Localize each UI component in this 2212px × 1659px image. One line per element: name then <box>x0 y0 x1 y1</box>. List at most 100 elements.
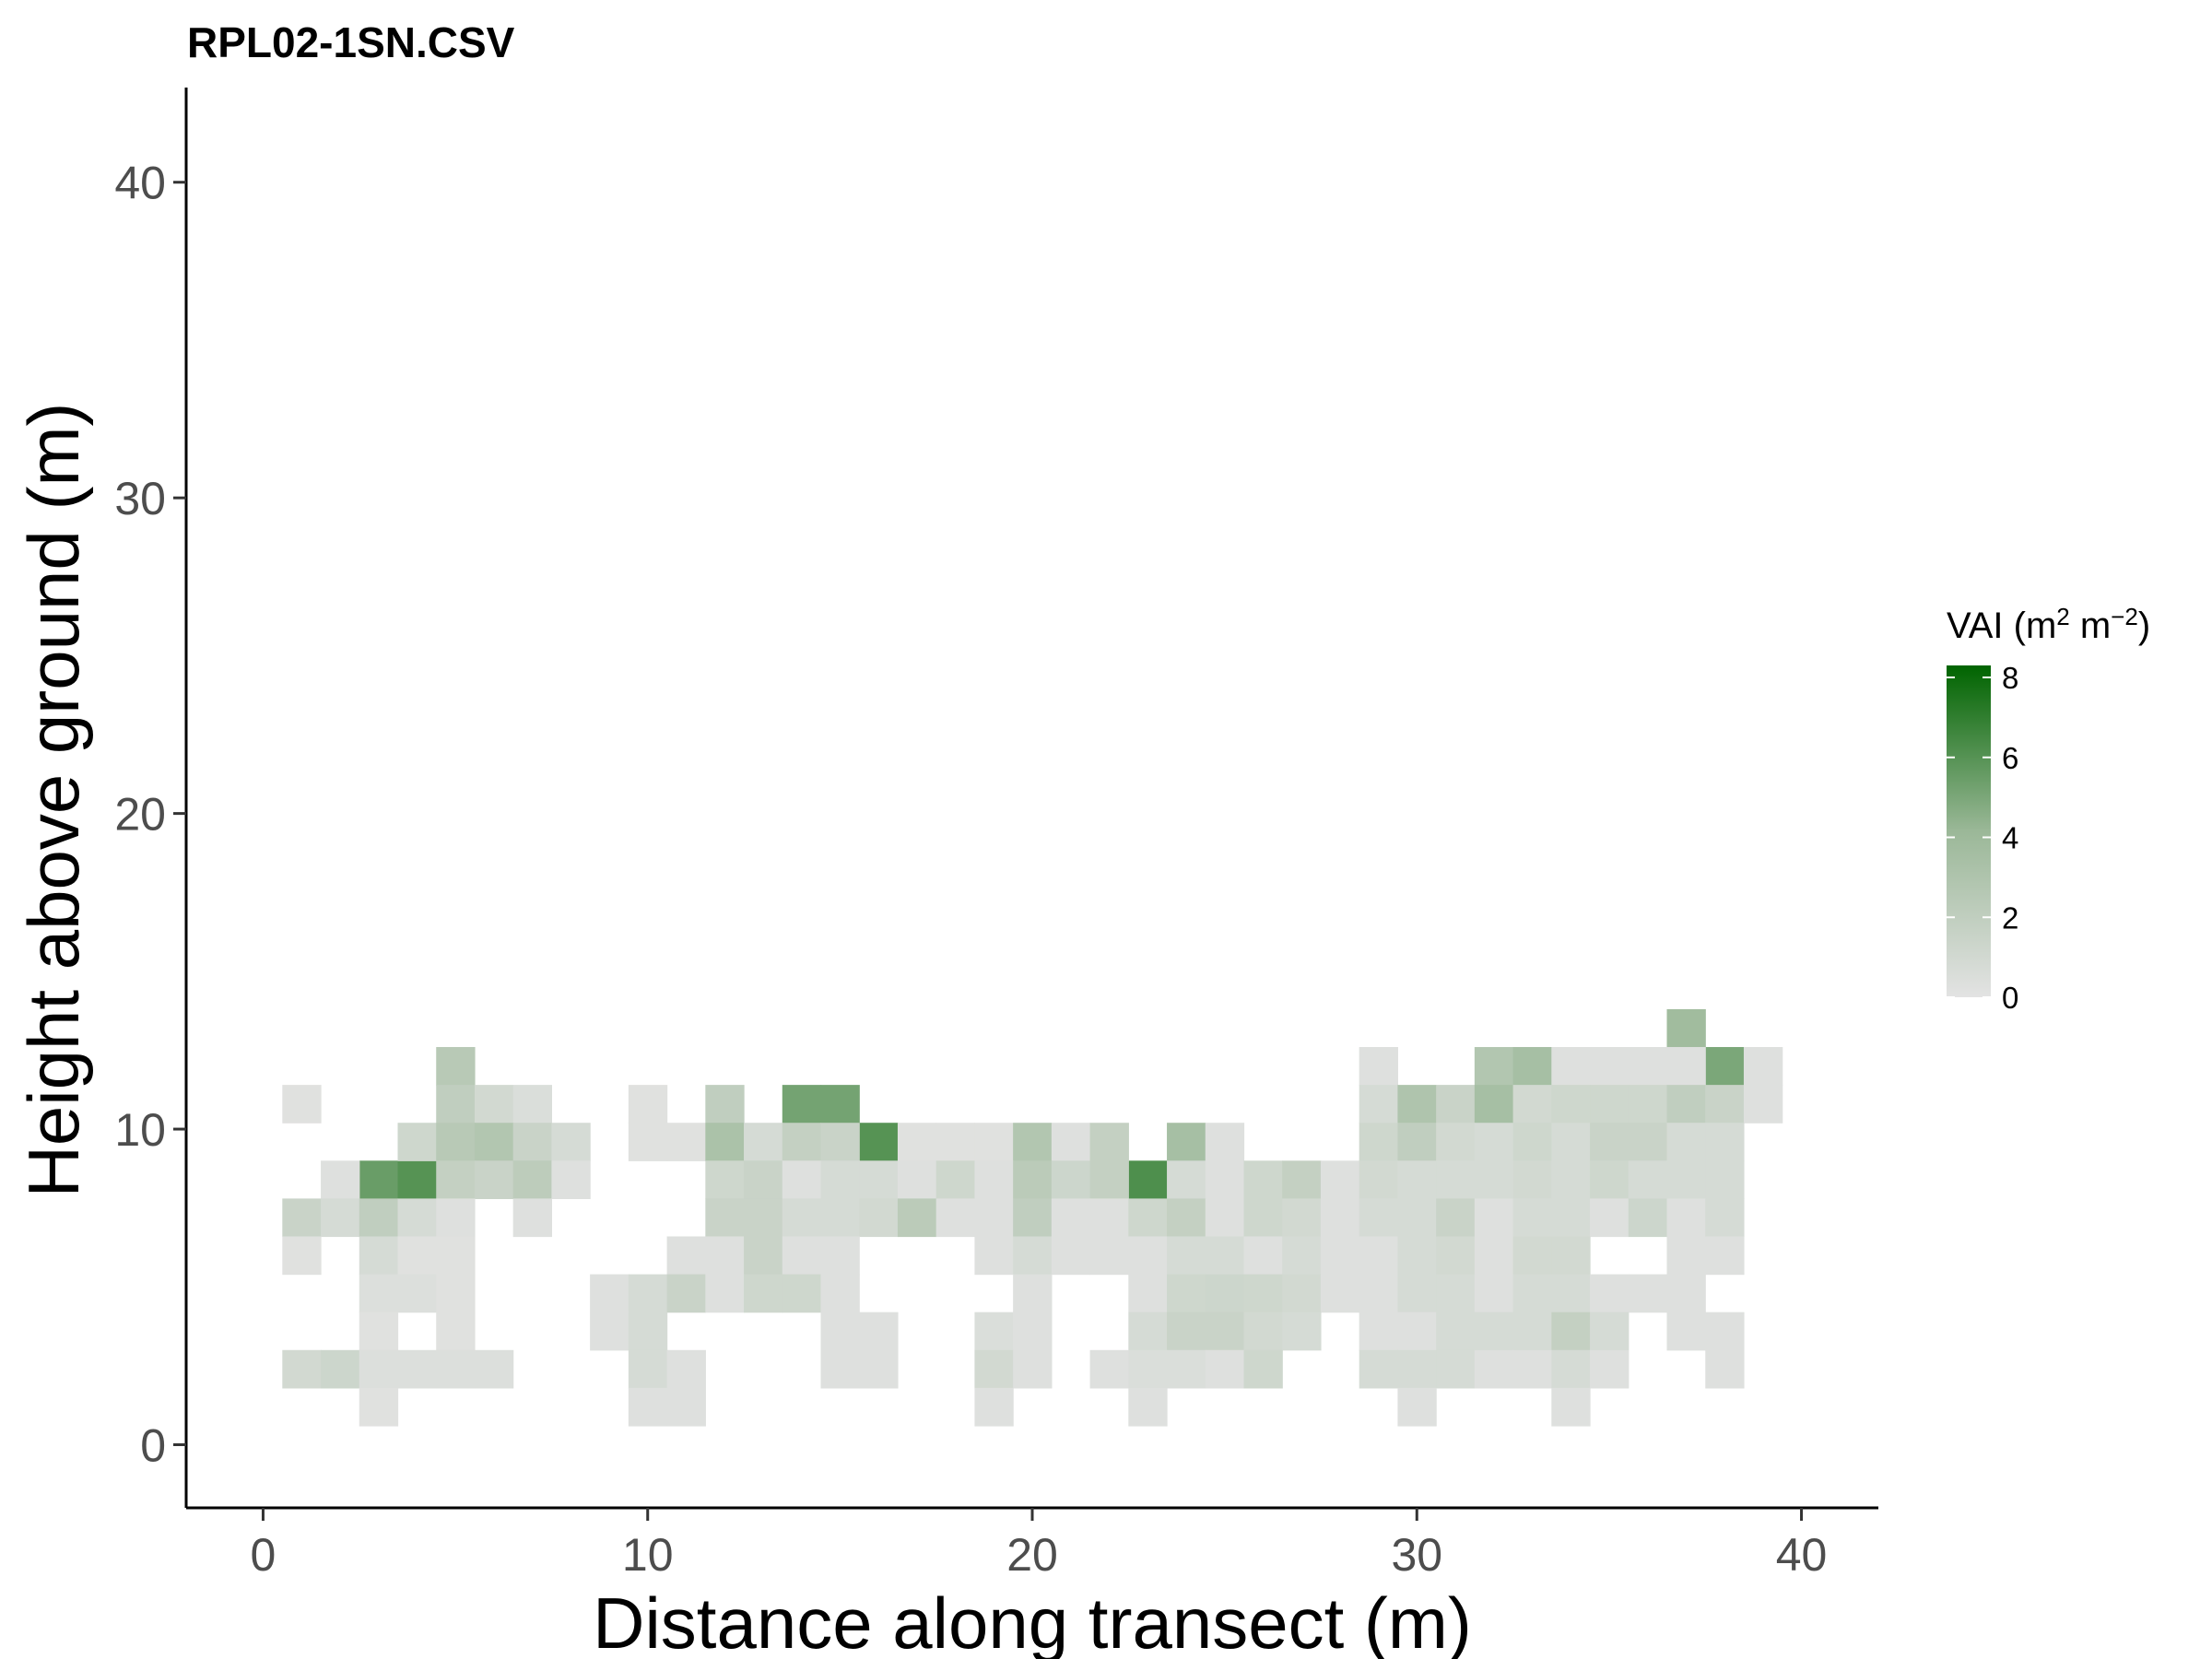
heatmap-cell <box>1590 1047 1630 1086</box>
heatmap-cell <box>782 1160 822 1199</box>
heatmap-cell <box>321 1198 360 1238</box>
heatmap-cell <box>974 1387 1014 1427</box>
heatmap-cell <box>1320 1236 1360 1276</box>
heatmap-cell <box>1551 1047 1591 1086</box>
heatmap-cell <box>1359 1198 1399 1238</box>
heatmap-cell <box>820 1236 860 1276</box>
heatmap-cell <box>282 1349 322 1389</box>
heatmap-cell <box>782 1198 822 1238</box>
heatmap-cell <box>397 1349 437 1389</box>
heatmap-cell <box>1359 1047 1399 1086</box>
heatmap-cell <box>1512 1198 1552 1238</box>
heatmap-cell <box>1013 1198 1053 1238</box>
heatmap-cell <box>974 1349 1014 1389</box>
heatmap-cell <box>359 1312 399 1351</box>
heatmap-cell <box>1397 1123 1437 1161</box>
heatmap-cell <box>1666 1008 1706 1048</box>
heatmap-cell <box>512 1160 553 1199</box>
heatmap-cell <box>1205 1349 1245 1389</box>
heatmap-cell <box>474 1085 514 1124</box>
heatmap-cell <box>1397 1236 1437 1276</box>
heatmap-cell <box>1474 1236 1514 1276</box>
heatmap-cell <box>282 1085 322 1124</box>
heatmap-cell <box>1205 1312 1245 1351</box>
heatmap-cell <box>1666 1047 1706 1086</box>
heatmap-cell <box>1551 1312 1591 1351</box>
heatmap-cell <box>1512 1274 1552 1313</box>
heatmap-cell <box>859 1160 899 1199</box>
heatmap-cell <box>436 1085 476 1124</box>
heatmap-cell <box>436 1123 476 1161</box>
x-tick-label: 20 <box>1006 1529 1058 1581</box>
heatmap-cell <box>1397 1387 1437 1427</box>
heatmap-cell <box>1512 1312 1552 1351</box>
heatmap-cell <box>1128 1160 1168 1199</box>
heatmap-cell <box>1167 1236 1206 1276</box>
heatmap-cell <box>1512 1349 1552 1389</box>
x-tick-label: 40 <box>1776 1529 1828 1581</box>
heatmap-cell <box>436 1047 476 1086</box>
heatmap-cell <box>1205 1123 1245 1161</box>
chart-title: RPL02-1SN.CSV <box>187 18 515 66</box>
y-axis-title: Height above ground (m) <box>13 403 94 1198</box>
heatmap-cell <box>1320 1274 1360 1313</box>
heatmap-cell <box>744 1198 783 1238</box>
heatmap-cell <box>1590 1160 1630 1199</box>
heatmap-cell <box>397 1236 437 1276</box>
legend-ticks: 0 2 4 6 8 <box>1947 661 2018 1015</box>
heatmap-cell <box>551 1160 591 1199</box>
heatmap-cell <box>1089 1160 1129 1199</box>
y-tick-label: 40 <box>114 158 166 209</box>
heatmap-cell <box>1013 1349 1053 1389</box>
heatmap-cell <box>1397 1160 1437 1199</box>
heatmap-cell <box>321 1160 360 1199</box>
heatmap-cell <box>1628 1047 1668 1086</box>
heatmap-cell <box>974 1198 1014 1238</box>
heatmap-cell <box>1512 1085 1552 1124</box>
heatmap-cell <box>1474 1047 1514 1086</box>
heatmap-cell <box>1013 1274 1053 1313</box>
heatmap-cell <box>1666 1274 1706 1313</box>
heatmap-cell <box>1551 1349 1591 1389</box>
heatmap-cells <box>282 1008 1783 1427</box>
heatmap-cell <box>1167 1198 1206 1238</box>
heatmap-cell <box>1474 1160 1514 1199</box>
heatmap-cell <box>782 1085 822 1124</box>
heatmap-cell <box>1243 1236 1283 1276</box>
heatmap-cell <box>1590 1349 1630 1389</box>
heatmap-cell <box>1474 1349 1514 1389</box>
heatmap-cell <box>1167 1160 1206 1199</box>
heatmap-cell <box>436 1312 476 1351</box>
heatmap-cell <box>1512 1123 1552 1161</box>
heatmap-cell <box>1705 1160 1745 1199</box>
heatmap-cell <box>1205 1198 1245 1238</box>
heatmap-cell <box>436 1236 476 1276</box>
heatmap-cell <box>590 1274 629 1313</box>
heatmap-cell <box>1282 1274 1322 1313</box>
heatmap-cell <box>282 1198 322 1238</box>
heatmap-cell <box>474 1160 514 1199</box>
heatmap-cell <box>1628 1123 1668 1161</box>
heatmap-cell <box>1013 1160 1053 1199</box>
y-tick-label: 20 <box>114 789 166 841</box>
heatmap-cell <box>321 1349 360 1389</box>
heatmap-cell <box>1089 1236 1129 1276</box>
heatmap-cell <box>1397 1349 1437 1389</box>
heatmap-cell <box>1051 1123 1091 1161</box>
legend-colorbar <box>1947 665 1991 997</box>
heatmap-cell <box>1666 1236 1706 1276</box>
heatmap-cell <box>1590 1274 1630 1313</box>
heatmap-cell <box>1551 1274 1591 1313</box>
heatmap-cell <box>1436 1312 1476 1351</box>
x-tick-label: 10 <box>622 1529 674 1581</box>
heatmap-cell <box>744 1160 783 1199</box>
heatmap-cell <box>628 1349 668 1389</box>
heatmap-cell <box>1243 1160 1283 1199</box>
heatmap-cell <box>436 1274 476 1313</box>
heatmap-cell <box>1474 1123 1514 1161</box>
x-axis-title: Distance along transect (m) <box>593 1583 1472 1659</box>
heatmap-cell <box>359 1198 399 1238</box>
heatmap-cell <box>1628 1085 1668 1124</box>
heatmap-cell <box>897 1198 937 1238</box>
